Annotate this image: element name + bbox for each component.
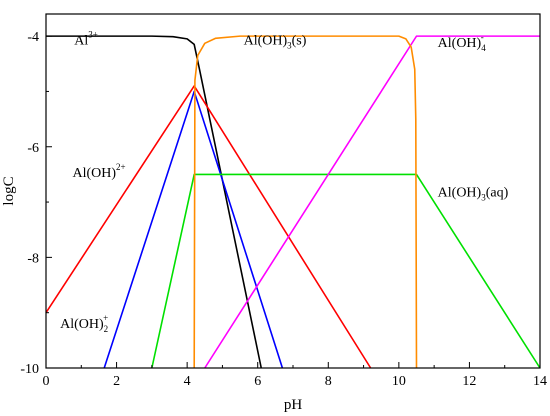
series-layer: [45, 35, 541, 369]
x-tick-label: 12: [462, 374, 476, 389]
species-label-base: Al(OH): [72, 166, 116, 181]
species-label: Al3+: [74, 29, 98, 48]
species-label-sub: 4: [481, 43, 486, 53]
x-tick-label: 6: [254, 374, 261, 389]
y-axis-label: logC: [1, 176, 17, 205]
series-line-0: [46, 35, 263, 369]
x-tick-label: 8: [325, 374, 332, 389]
y-tick-label: -8: [27, 251, 39, 266]
species-label-base: Al: [74, 33, 88, 48]
x-tick-label: 2: [113, 374, 120, 389]
series-line-3: [151, 173, 541, 369]
species-label-sup: +: [103, 313, 108, 323]
species-label: Al(OH)3(s): [244, 33, 307, 50]
species-label: Al(OH)2+: [60, 313, 108, 334]
species-label-suffix: (aq): [486, 186, 509, 201]
x-axis-label: pH: [284, 397, 303, 413]
x-tick-label: 14: [533, 374, 547, 389]
series-line-4: [204, 35, 540, 369]
series-line-2: [103, 90, 284, 369]
species-label-sub: 2: [104, 324, 109, 334]
species-label: Al(OH)3(aq): [438, 186, 509, 203]
species-label-sub: 3: [287, 40, 292, 50]
ticks-layer: 0 2 4 6 8 10 12 14-4-6-8-10: [20, 30, 547, 389]
species-label-base: Al(OH): [438, 36, 482, 51]
x-tick-label: 4: [184, 374, 191, 389]
series-line-5: [193, 35, 418, 369]
species-label-base: Al(OH): [438, 186, 482, 201]
species-label: Al(OH)4-: [438, 32, 487, 53]
y-tick-label: -4: [27, 30, 39, 45]
species-label-base: Al(OH): [60, 317, 104, 332]
x-tick-label: 10: [392, 374, 406, 389]
species-label-sub: 3: [481, 193, 486, 203]
species-label-base: Al(OH): [244, 33, 288, 48]
species-label-suffix: (s): [292, 33, 307, 48]
species-label-sup: 3+: [88, 29, 98, 39]
species-label: Al(OH)2+: [72, 162, 125, 181]
species-label-sup: -: [481, 32, 484, 42]
y-tick-label: -10: [20, 362, 39, 377]
annotations-layer: Al3+ Al(OH)3(s) Al(OH)4-Al(OH)2+Al(OH)3(aq…: [60, 29, 508, 334]
x-tick-label: 0: [43, 374, 50, 389]
y-tick-label: -6: [27, 141, 39, 156]
species-label-sup: 2+: [116, 162, 126, 172]
